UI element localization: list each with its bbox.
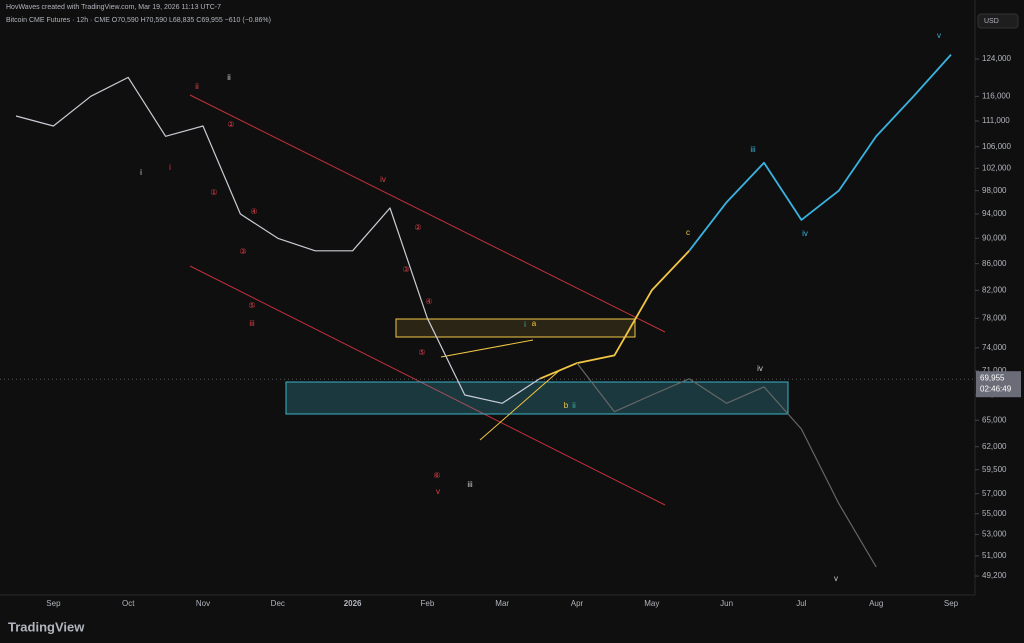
wedge-upper xyxy=(440,339,534,358)
x-tick-label: Oct xyxy=(122,599,135,608)
x-tick-label: Nov xyxy=(196,599,210,608)
y-tick-label: 82,000 xyxy=(982,285,1007,294)
support-zone xyxy=(285,381,789,415)
x-tick-label: Mar xyxy=(495,599,509,608)
wave-label: a xyxy=(532,319,537,328)
wave-label: ⑥ xyxy=(433,471,440,480)
series-line xyxy=(539,250,690,380)
price-tag-label: 69,955 xyxy=(980,373,1005,382)
wedge-lower xyxy=(479,369,561,441)
x-tick-label: 2026 xyxy=(344,599,362,608)
legend: Bitcoin CME Futures · 12h · CME O70,590 … xyxy=(6,17,271,24)
wave-label: b xyxy=(564,401,569,410)
wave-label: i xyxy=(169,163,171,172)
y-tick-label: 102,000 xyxy=(982,163,1011,172)
series-line xyxy=(15,76,540,404)
currency-button[interactable] xyxy=(977,13,1019,29)
x-tick-label: Sep xyxy=(46,599,61,608)
x-tick-label: Sep xyxy=(944,599,959,608)
x-tick-label: Feb xyxy=(421,599,435,608)
y-tick-label: 98,000 xyxy=(982,186,1007,195)
y-tick-label: 59,500 xyxy=(982,465,1007,474)
y-tick-label: 124,000 xyxy=(982,54,1011,63)
wave-label: ④ xyxy=(250,207,257,216)
series-line xyxy=(688,53,952,252)
wave-label: i xyxy=(140,168,142,177)
wave-label: ③ xyxy=(402,265,409,274)
wave-label: iv xyxy=(757,364,763,373)
currency[interactable]: USD xyxy=(984,18,999,25)
wave-label: ii xyxy=(195,82,199,91)
x-tick-label: Dec xyxy=(271,599,285,608)
y-tick-label: 62,000 xyxy=(982,442,1007,451)
wave-label: v xyxy=(436,487,440,496)
price-tag xyxy=(976,371,1021,398)
wave-label: ③ xyxy=(239,247,246,256)
wave-label: ii xyxy=(227,73,231,82)
x-tick-label: Apr xyxy=(571,599,584,608)
wave-label: iii xyxy=(467,480,473,489)
y-tick-label: 86,000 xyxy=(982,259,1007,268)
x-tick-label: Jul xyxy=(796,599,806,608)
credit: HovWaves created with TradingView.com, M… xyxy=(6,4,221,11)
y-tick-label: 74,000 xyxy=(982,343,1007,352)
logo: TradingView xyxy=(8,619,85,634)
wave-label: ④ xyxy=(425,297,432,306)
wave-label: c xyxy=(686,228,690,237)
x-tick-label: Jun xyxy=(720,599,733,608)
wave-label: v xyxy=(834,574,838,583)
wave-label: ii xyxy=(572,401,576,410)
y-tick-label: 106,000 xyxy=(982,142,1011,151)
y-tick-label: 53,000 xyxy=(982,530,1007,539)
channel-upper xyxy=(189,94,666,333)
y-tick-label: 49,200 xyxy=(982,571,1007,580)
countdown: 02:46:49 xyxy=(980,384,1012,393)
y-tick-label: 57,000 xyxy=(982,489,1007,498)
wave-label: iv xyxy=(802,229,808,238)
wave-label: i xyxy=(524,320,526,329)
y-tick-label: 55,000 xyxy=(982,509,1007,518)
wave-label: ② xyxy=(414,223,421,232)
y-tick-label: 71,000 xyxy=(982,366,1007,375)
x-tick-label: May xyxy=(644,599,659,608)
wave-label: iv xyxy=(380,175,386,184)
wave-label: ⑤ xyxy=(248,301,255,310)
wave-label: v xyxy=(937,31,941,40)
wave-label: ② xyxy=(227,120,234,129)
channel-lower xyxy=(189,265,666,506)
y-tick-label: 94,000 xyxy=(982,209,1007,218)
wave-label: iii xyxy=(750,145,756,154)
y-tick-label: 65,000 xyxy=(982,415,1007,424)
y-tick-label: 51,000 xyxy=(982,551,1007,560)
wave-label: iii xyxy=(249,319,255,328)
x-tick-label: Aug xyxy=(869,599,883,608)
wave-label: ① xyxy=(210,188,217,197)
y-tick-label: 116,000 xyxy=(982,91,1011,100)
target-zone xyxy=(395,318,636,338)
y-tick-label: 111,000 xyxy=(982,116,1010,125)
wave-label: ⑤ xyxy=(418,348,425,357)
series-line xyxy=(576,362,877,568)
y-tick-label: 90,000 xyxy=(982,233,1007,242)
y-tick-label: 78,000 xyxy=(982,313,1007,322)
